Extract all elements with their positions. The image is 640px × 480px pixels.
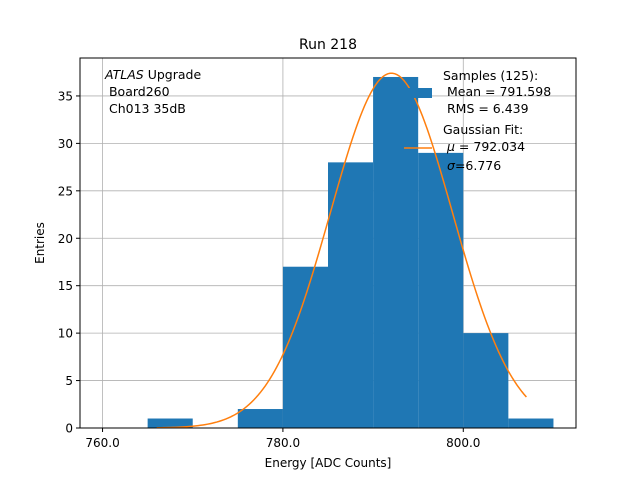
annotation-atlas: ATLAS bbox=[104, 67, 144, 82]
mu-symbol: μ bbox=[446, 139, 455, 154]
legend-fit-sigma-value: =6.776 bbox=[455, 158, 501, 173]
histogram-bar-2 bbox=[237, 409, 283, 428]
x-tick-label-1: 780.0 bbox=[266, 436, 300, 450]
legend-fit-sigma: σ=6.776 bbox=[447, 158, 501, 173]
y-tick-label-4: 20 bbox=[58, 232, 73, 246]
annotation-line-1: ATLAS Upgrade bbox=[104, 67, 201, 82]
annotation-channel: Ch013 35dB bbox=[105, 101, 186, 116]
histogram-bar-6 bbox=[418, 152, 464, 428]
histogram-bar-7 bbox=[463, 333, 509, 428]
legend-histogram-swatch bbox=[404, 88, 432, 98]
y-tick-label-0: 0 bbox=[65, 422, 73, 436]
legend-samples-title: Samples (125): bbox=[443, 68, 538, 83]
legend-rms: RMS = 6.439 bbox=[443, 101, 529, 116]
y-tick-label-6: 30 bbox=[58, 137, 73, 151]
legend-fit-title: Gaussian Fit: bbox=[443, 122, 523, 137]
annotation-upgrade: Upgrade bbox=[144, 67, 202, 82]
histogram-bar-4 bbox=[328, 162, 374, 428]
histogram-bar-0 bbox=[147, 418, 193, 428]
sigma-symbol: σ bbox=[447, 158, 456, 173]
y-tick-label-1: 5 bbox=[65, 374, 73, 388]
y-tick-label-7: 35 bbox=[58, 89, 73, 103]
y-tick-label-2: 10 bbox=[58, 327, 73, 341]
y-tick-label-3: 15 bbox=[58, 279, 73, 293]
legend-fit-mu: μ = 792.034 bbox=[446, 139, 525, 154]
x-tick-label-2: 800.0 bbox=[446, 436, 480, 450]
histogram-bar-3 bbox=[282, 266, 328, 428]
x-axis-ticks: 760.0 780.0 800.0 bbox=[85, 428, 480, 450]
legend-mean: Mean = 791.598 bbox=[443, 84, 551, 99]
y-axis-label: Entries bbox=[33, 222, 47, 264]
y-tick-label-5: 25 bbox=[58, 184, 73, 198]
histogram-bars bbox=[147, 76, 554, 428]
x-tick-label-0: 760.0 bbox=[85, 436, 119, 450]
x-axis-label: Energy [ADC Counts] bbox=[265, 456, 392, 470]
annotation-board: Board260 bbox=[105, 84, 170, 99]
histogram-bar-8 bbox=[508, 418, 554, 428]
y-axis-ticks: 0 5 10 15 20 25 30 35 bbox=[58, 89, 80, 436]
histogram-bar-5 bbox=[373, 76, 419, 428]
gaussian-fit-curve bbox=[156, 72, 527, 429]
legend: Samples (125): Mean = 791.598 RMS = 6.43… bbox=[404, 68, 551, 173]
atlas-annotation: ATLAS Upgrade Board260 Ch013 35dB bbox=[104, 67, 201, 116]
chart-title: Run 218 bbox=[299, 37, 357, 53]
plot-frame bbox=[79, 57, 577, 429]
legend-fit-mu-value: = 792.034 bbox=[455, 139, 525, 154]
